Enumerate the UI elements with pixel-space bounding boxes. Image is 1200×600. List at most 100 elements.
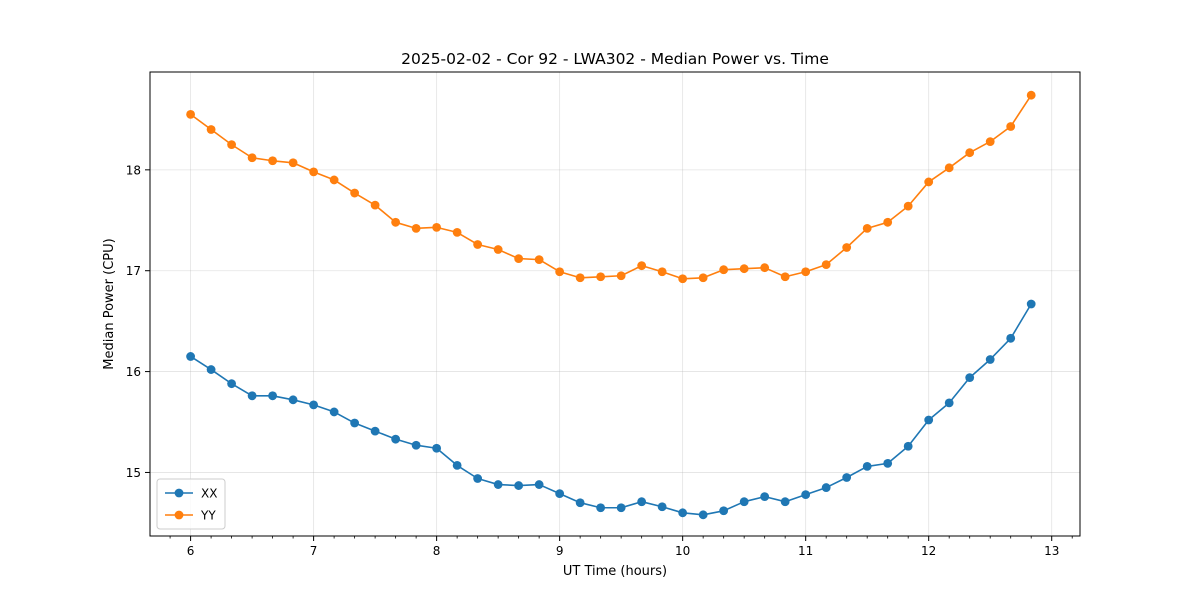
data-point-yy: [657, 267, 667, 277]
data-point-yy: [514, 254, 524, 264]
axis-layer: 6 7 8 9 10 11 12 13 15 16 17 18: [126, 163, 1073, 558]
data-point-xx: [678, 508, 688, 518]
data-point-xx: [575, 498, 585, 508]
x-tick-label: 12: [921, 544, 936, 558]
data-point-yy: [473, 240, 483, 249]
legend-marker-yy: [174, 510, 184, 520]
data-point-xx: [698, 510, 708, 520]
data-point-xx: [1006, 333, 1016, 343]
data-point-yy: [329, 175, 339, 185]
data-point-yy: [801, 267, 811, 277]
data-point-yy: [432, 222, 442, 232]
data-point-xx: [739, 497, 749, 507]
data-point-xx: [637, 497, 647, 507]
data-point-yy: [411, 223, 421, 233]
data-point-xx: [493, 480, 503, 489]
data-point-yy: [1006, 122, 1016, 131]
data-point-xx: [473, 474, 483, 483]
data-point-xx: [616, 503, 626, 513]
legend-label-xx: XX: [201, 487, 217, 501]
data-point-yy: [903, 201, 913, 211]
data-point-xx: [268, 391, 278, 401]
data-point-yy: [206, 125, 216, 134]
data-point-xx: [227, 379, 236, 389]
data-point-yy: [883, 217, 893, 227]
x-tick-label: 7: [310, 544, 318, 558]
data-point-yy: [739, 264, 749, 274]
data-point-xx: [821, 483, 831, 492]
data-point-xx: [555, 489, 565, 499]
data-point-xx: [186, 352, 195, 361]
data-point-xx: [985, 355, 995, 364]
data-point-yy: [391, 217, 401, 227]
data-point-xx: [801, 490, 811, 500]
data-point-yy: [186, 109, 195, 119]
x-tick-label: 8: [433, 544, 441, 558]
data-point-xx: [247, 391, 257, 401]
data-point-yy: [637, 261, 647, 271]
x-axis-label: UT Time (hours): [563, 564, 667, 579]
data-point-xx: [329, 407, 339, 417]
data-point-xx: [883, 458, 893, 468]
chart-title: 2025-02-02 - Cor 92 - LWA302 - Median Po…: [401, 50, 829, 68]
data-point-xx: [514, 481, 524, 490]
data-point-xx: [780, 497, 790, 507]
legend-marker-xx: [174, 488, 184, 498]
data-point-xx: [760, 492, 770, 502]
x-tick-label: 11: [798, 544, 813, 558]
data-point-yy: [227, 140, 236, 150]
data-point-xx: [944, 398, 954, 408]
y-tick-label: 15: [126, 466, 141, 480]
data-point-yy: [555, 267, 565, 277]
data-point-yy: [370, 200, 380, 210]
data-point-yy: [452, 227, 462, 237]
data-point-yy: [924, 177, 934, 187]
data-point-xx: [965, 373, 975, 383]
data-point-yy: [842, 243, 852, 252]
data-point-xx: [350, 418, 360, 428]
data-point-yy: [350, 188, 360, 198]
data-point-xx: [1026, 299, 1036, 309]
data-point-xx: [288, 395, 298, 405]
data-point-yy: [698, 273, 708, 283]
data-point-xx: [432, 443, 442, 453]
x-tick-label: 10: [675, 544, 690, 558]
legend: XX YY: [156, 478, 226, 530]
data-point-xx: [719, 506, 729, 516]
data-point-xx: [206, 365, 216, 374]
data-point-xx: [391, 434, 401, 444]
data-point-yy: [616, 271, 626, 281]
data-point-xx: [370, 426, 380, 436]
data-point-yy: [493, 245, 503, 254]
data-point-xx: [534, 480, 544, 489]
data-point-xx: [657, 502, 667, 512]
data-point-yy: [985, 137, 995, 147]
data-point-yy: [760, 263, 770, 273]
data-point-yy: [944, 163, 954, 173]
data-point-xx: [596, 503, 606, 513]
data-point-yy: [596, 272, 606, 282]
series-layer: [186, 90, 1036, 520]
data-point-xx: [452, 460, 462, 470]
y-tick-label: 17: [126, 264, 141, 278]
data-point-xx: [842, 473, 852, 482]
data-point-yy: [862, 223, 872, 233]
x-tick-label: 13: [1044, 544, 1059, 558]
data-point-xx: [924, 415, 934, 425]
data-point-yy: [288, 158, 298, 168]
data-point-yy: [534, 255, 544, 265]
data-point-xx: [309, 400, 319, 410]
y-axis-label: Median Power (CPU): [102, 238, 117, 369]
data-point-yy: [821, 260, 831, 270]
data-point-yy: [678, 274, 688, 284]
legend-box: [156, 478, 226, 530]
y-tick-label: 18: [126, 163, 141, 177]
data-point-yy: [780, 272, 790, 282]
data-point-xx: [411, 440, 421, 450]
data-point-xx: [862, 462, 872, 471]
x-tick-label: 6: [187, 544, 195, 558]
data-point-yy: [719, 265, 729, 275]
data-point-yy: [965, 148, 975, 158]
data-point-yy: [575, 273, 585, 283]
